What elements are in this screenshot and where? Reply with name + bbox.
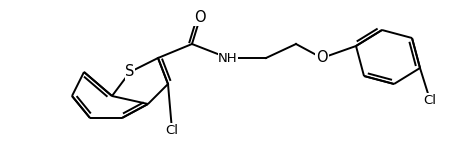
Text: Cl: Cl bbox=[166, 124, 179, 136]
Text: S: S bbox=[125, 64, 135, 80]
Text: NH: NH bbox=[218, 51, 238, 64]
Text: Cl: Cl bbox=[423, 93, 436, 107]
Text: O: O bbox=[194, 10, 206, 25]
Text: O: O bbox=[316, 51, 328, 66]
